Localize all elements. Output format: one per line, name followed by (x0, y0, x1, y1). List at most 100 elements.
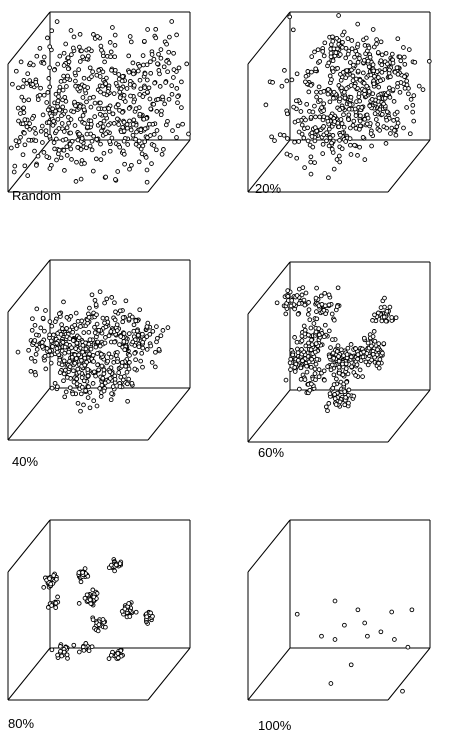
scatter-point (100, 315, 106, 321)
scatter-point (115, 102, 121, 108)
scatter-point (357, 118, 363, 124)
scatter-point (87, 65, 93, 71)
scatter-point (117, 89, 123, 95)
scatter-point (269, 134, 274, 140)
scatter-point (140, 94, 146, 99)
scatter-point (169, 91, 175, 97)
scatter-point (302, 377, 308, 382)
scatter-point (43, 366, 49, 372)
scatter-point (281, 132, 287, 138)
scatter-point (314, 89, 319, 95)
scatter-point (157, 135, 163, 140)
scatter-point (8, 145, 14, 151)
scatter-point (51, 140, 57, 145)
scatter-point (331, 355, 337, 361)
scatter-point (387, 304, 393, 310)
scatter-point (333, 402, 339, 407)
scatter-point (20, 121, 26, 127)
scatter-point (285, 111, 290, 117)
scatter-point (361, 57, 367, 63)
scatter-point (107, 139, 113, 144)
scatter-point (147, 121, 152, 127)
scatter-point (30, 82, 36, 87)
scatter-point (272, 138, 277, 143)
scatter-point (156, 347, 162, 352)
scatter-point (303, 117, 308, 123)
scatter-point (363, 35, 369, 41)
scatter-point (40, 315, 46, 321)
scatter-point (384, 125, 390, 131)
scatter-point (12, 163, 18, 169)
scatter-point (312, 49, 317, 55)
panel-label: Random (12, 188, 61, 203)
scatter-point (84, 592, 90, 598)
scatter-point (143, 155, 149, 160)
scatter-point (29, 327, 35, 333)
scatter-point (24, 124, 30, 130)
scatter-point (87, 597, 93, 603)
scatter-point (367, 103, 373, 109)
scatter-point (331, 166, 337, 172)
scatter-point (127, 360, 132, 365)
scatter-point (117, 308, 123, 314)
scatter-point (397, 89, 403, 95)
scatter-point (83, 346, 89, 352)
scatter-point (350, 78, 356, 83)
scatter-point (18, 59, 24, 65)
scatter-point (379, 69, 385, 75)
scatter-point (55, 98, 61, 104)
scatter-point (357, 126, 362, 132)
floor-left-edge (247, 647, 291, 701)
scatter-point (90, 381, 96, 386)
scatter-point (91, 359, 96, 364)
scatter-point (152, 364, 158, 370)
scatter-point (290, 27, 296, 33)
scatter-point (86, 341, 92, 347)
scatter-point (336, 13, 341, 18)
scatter-point (27, 127, 33, 132)
scatter-point (49, 647, 55, 653)
scatter-point (401, 54, 407, 60)
scatter-point (86, 329, 92, 335)
scatter-point (338, 77, 344, 83)
scatter-point (345, 51, 351, 57)
scatter-point (332, 392, 337, 397)
scatter-point (314, 309, 319, 314)
scatter-point (32, 126, 37, 131)
scatter-panel-1: Random (7, 11, 191, 203)
scatter-point (308, 347, 314, 353)
scatter-point (371, 329, 377, 334)
scatter-point (312, 125, 318, 130)
scatter-point (305, 312, 311, 317)
scatter-point (394, 109, 400, 115)
scatter-point (77, 131, 82, 137)
scatter-point (91, 369, 97, 375)
scatter-point (342, 95, 348, 101)
scatter-point (28, 356, 34, 361)
scatter-point (22, 117, 28, 122)
scatter-point (395, 120, 401, 126)
scatter-point (378, 58, 384, 64)
scatter-point (136, 159, 142, 165)
scatter-point (337, 52, 343, 57)
scatter-point (382, 67, 388, 72)
scatter-point (124, 86, 130, 91)
scatter-point (154, 109, 160, 114)
scatter-point (55, 116, 61, 122)
scatter-point (326, 60, 332, 66)
scatter-point (139, 151, 145, 157)
scatter-point (171, 75, 176, 80)
scatter-point (125, 125, 130, 131)
scatter-point (397, 54, 403, 60)
scatter-point (108, 397, 114, 403)
scatter-point (32, 148, 37, 154)
scatter-point (313, 295, 319, 301)
scatter-point (63, 367, 68, 373)
scatter-point (299, 131, 305, 137)
scatter-point (310, 109, 316, 115)
scatter-point (383, 141, 389, 146)
scatter-point (130, 132, 136, 138)
scatter-point (175, 94, 180, 99)
floor-right-edge (147, 139, 191, 193)
scatter-point (140, 339, 145, 345)
